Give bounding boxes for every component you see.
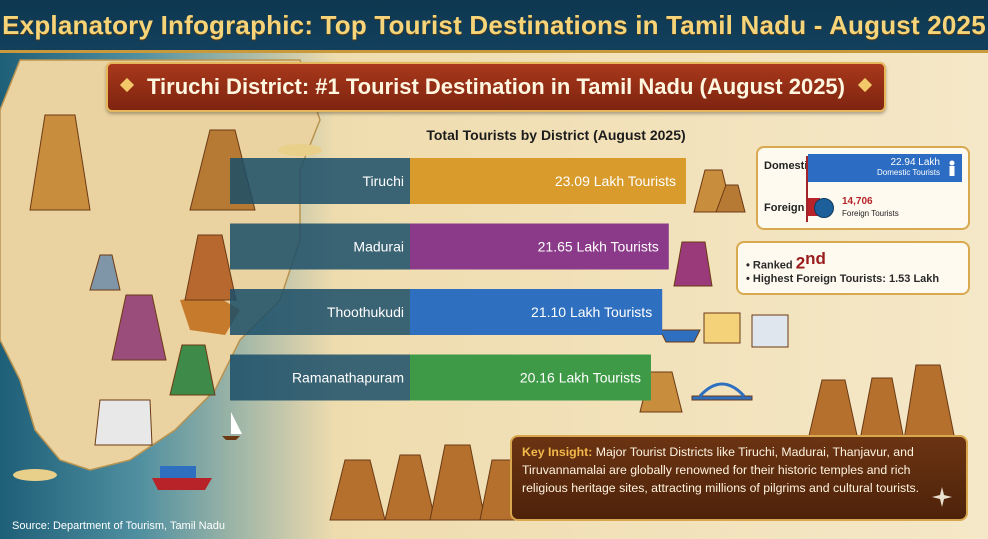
madurai-foreign: • Highest Foreign Tourists: 1.53 Lakh [746, 273, 940, 285]
insight-text: Major Tourist Districts like Tiruchi, Ma… [522, 445, 920, 495]
rank-suffix: nd [805, 249, 826, 268]
island-icon [13, 144, 322, 481]
page-title: Explanatory Infographic: Top Tourist Des… [2, 9, 986, 40]
domestic-row: Domestic 22.94 Lakh Domestic Tourists [758, 148, 968, 184]
bar-ramanathapuram [410, 354, 651, 401]
foreign-label: Foreign [764, 202, 805, 214]
source-note: Source: Department of Tourism, Tamil Nad… [12, 520, 225, 532]
divider [806, 156, 808, 222]
domestic-bar: 22.94 Lakh Domestic Tourists [808, 154, 962, 182]
rank-prefix: • Ranked [746, 259, 796, 272]
bar-value-label: 21.65 Lakh Tourists [538, 239, 659, 255]
tiruchi-breakdown-card: Domestic 22.94 Lakh Domestic Tourists Fo… [756, 146, 970, 230]
foreign-sub: Foreign Tourists [842, 209, 899, 218]
key-insight-box: Key Insight: Major Tourist Districts lik… [510, 435, 968, 521]
bar-madurai [410, 223, 669, 270]
category-label-bg [230, 158, 410, 204]
bar-thoothukudi [410, 289, 663, 335]
category-label: Ramanathapuram [292, 370, 404, 386]
category-label-bg [230, 223, 410, 270]
foreign-value: 14,706 [842, 196, 873, 207]
category-label: Thoothukudi [327, 304, 404, 320]
category-label-bg [230, 354, 410, 401]
insight-label: Key Insight: [522, 445, 593, 459]
person-icon [949, 160, 955, 176]
bar-tiruchi [410, 158, 686, 204]
rank-number: 2 [795, 253, 806, 273]
sparkle-icon [932, 487, 952, 507]
globe-icon [814, 198, 834, 218]
domestic-value: 22.94 Lakh [890, 157, 941, 168]
chart-title: Total Tourists by District (August 2025) [426, 127, 685, 143]
title-ribbon: Tiruchi District: #1 Tourist Destination… [106, 62, 886, 112]
madurai-rank: • Ranked 2nd [746, 249, 826, 274]
category-label: Tiruchi [363, 173, 405, 189]
bar-value-label: 23.09 Lakh Tourists [555, 173, 676, 189]
domestic-sub: Domestic Tourists [877, 168, 940, 177]
boat-icon [152, 412, 242, 490]
domestic-label: Domestic [764, 160, 814, 172]
category-label-bg [230, 289, 410, 335]
bar-value-label: 20.16 Lakh Tourists [520, 370, 641, 386]
header-banner: Explanatory Infographic: Top Tourist Des… [0, 0, 988, 53]
bar-value-label: 21.10 Lakh Tourists [531, 304, 652, 320]
ribbon-title: Tiruchi District: #1 Tourist Destination… [147, 74, 845, 99]
category-label: Madurai [353, 239, 404, 255]
landmark-icons [639, 169, 789, 413]
madurai-note-card: • Ranked 2nd • Highest Foreign Tourists:… [736, 241, 970, 295]
